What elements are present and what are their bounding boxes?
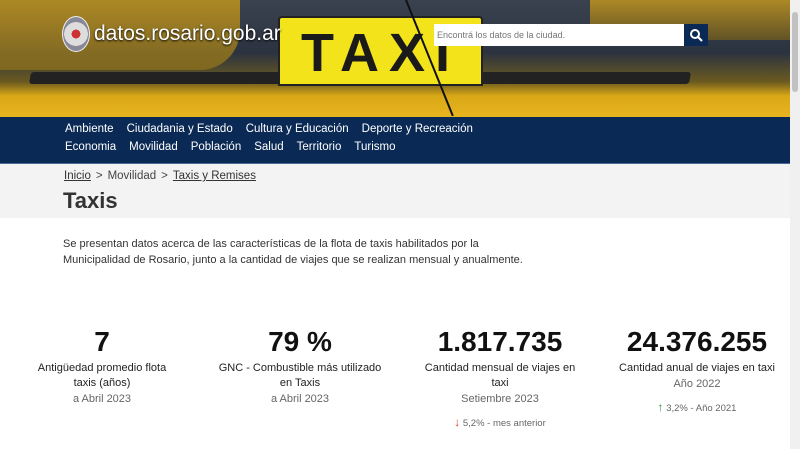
scrollbar-thumb[interactable]: [792, 12, 798, 92]
arrow-up-icon: ↑: [657, 400, 664, 414]
stat-label: Cantidad mensual de viajes en taxi: [424, 362, 576, 389]
page-description: Se presentan datos acerca de las caracte…: [63, 238, 523, 266]
breadcrumb-inicio[interactable]: Inicio: [64, 170, 91, 182]
stat-card: 79 % GNC - Combustible más utilizado en …: [205, 325, 395, 407]
stat-card: 24.376.255 Cantidad anual de viajes en t…: [602, 325, 792, 414]
nav-turismo[interactable]: Turismo: [354, 141, 396, 153]
stat-label: Cantidad anual de viajes en taxi: [619, 362, 775, 374]
nav-movilidad[interactable]: Movilidad: [129, 141, 178, 153]
stat-value: 24.376.255: [626, 326, 768, 357]
nav-deporte[interactable]: Deporte y Recreación: [361, 123, 473, 135]
stat-date: Setiembre 2023: [461, 393, 539, 405]
stat-label: Antigüedad promedio flota taxis (años): [37, 362, 167, 389]
scrollbar[interactable]: [790, 0, 800, 449]
arrow-down-icon: ↓: [454, 415, 461, 429]
stat-card: 7 Antigüedad promedio flota taxis (años)…: [7, 325, 197, 407]
nav-ambiente[interactable]: Ambiente: [65, 123, 114, 135]
breadcrumb-movilidad: Movilidad: [107, 170, 157, 182]
search-icon: [690, 29, 703, 42]
stat-date: Año 2022: [673, 378, 721, 390]
search-bar: [434, 24, 708, 46]
breadcrumb-taxis-remises[interactable]: Taxis y Remises: [172, 170, 256, 182]
nav-territorio[interactable]: Territorio: [296, 141, 342, 153]
nav-cultura[interactable]: Cultura y Educación: [245, 123, 349, 135]
stat-value: 79 %: [268, 326, 332, 357]
stat-label: GNC - Combustible más utilizado en Taxis: [218, 362, 382, 389]
search-button[interactable]: [684, 24, 708, 46]
nav-ciudadania[interactable]: Ciudadania y Estado: [126, 123, 233, 135]
nav-economia[interactable]: Economia: [65, 141, 117, 153]
stat-value: 1.817.735: [437, 326, 563, 357]
hero-banner: TAXI datos.rosario.gob.ar: [0, 0, 790, 117]
category-nav: Ambiente Ciudadania y Estado Cultura y E…: [0, 117, 790, 164]
stat-change: ↓ 5,2% - mes anterior: [454, 415, 546, 429]
stat-card: 1.817.735 Cantidad mensual de viajes en …: [405, 325, 595, 429]
page-title: Taxis: [63, 188, 118, 213]
stat-change: ↑ 3,2% - Año 2021: [657, 400, 737, 414]
search-input[interactable]: [434, 24, 684, 46]
stat-date: a Abril 2023: [72, 393, 132, 405]
city-seal-icon: [62, 16, 90, 52]
stat-value: 7: [94, 326, 110, 357]
site-logo[interactable]: datos.rosario.gob.ar: [62, 16, 281, 52]
breadcrumb: Inicio > Movilidad > Taxis y Remises: [64, 170, 256, 182]
nav-poblacion[interactable]: Población: [190, 141, 242, 153]
nav-salud[interactable]: Salud: [254, 141, 284, 153]
stat-date: a Abril 2023: [270, 393, 330, 405]
